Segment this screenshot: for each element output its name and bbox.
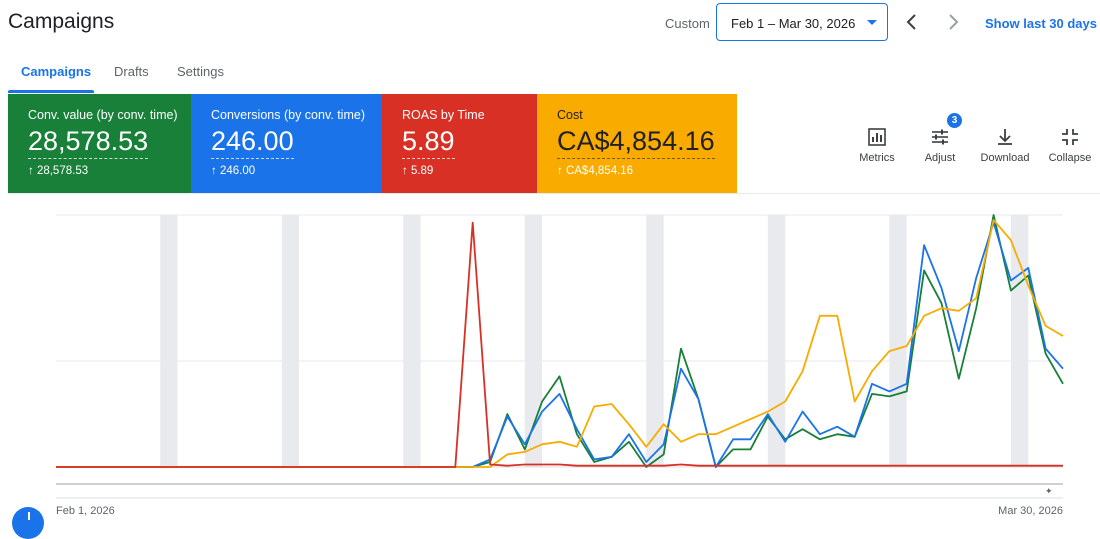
weekend-band — [646, 215, 664, 467]
page-title: Campaigns — [8, 10, 115, 33]
line-chart-svg: ✦ Feb 1, 2026 Mar 30, 2026 — [56, 214, 1064, 517]
performance-chart[interactable]: ✦ Feb 1, 2026 Mar 30, 2026 — [0, 195, 1100, 522]
collapse-button[interactable]: Collapse — [1040, 126, 1100, 164]
metrics-icon — [868, 128, 886, 146]
download-button[interactable]: Download — [975, 126, 1035, 164]
scorecard-delta: ↑ CA$4,854.16 — [557, 165, 634, 177]
previous-period-icon[interactable] — [902, 12, 922, 32]
divider — [8, 193, 1100, 194]
dropdown-caret-icon — [867, 20, 877, 25]
scorecard-label: Conversions (by conv. time) — [211, 108, 365, 122]
adjust-label: Adjust — [924, 152, 956, 164]
tune-icon — [932, 129, 948, 145]
tab-drafts[interactable]: Drafts — [114, 64, 149, 79]
metrics-button[interactable]: Metrics — [847, 126, 907, 164]
x-start-label: Feb 1, 2026 — [56, 505, 115, 517]
weekend-band — [524, 215, 543, 467]
scorecard-conversions[interactable]: Conversions (by conv. time) 246.00 ↑ 246… — [191, 94, 382, 193]
adjust-button[interactable]: Adjust — [910, 126, 970, 164]
metrics-label: Metrics — [859, 152, 895, 164]
scorecard-label: Cost — [557, 108, 583, 122]
scorecard-conv-value[interactable]: Conv. value (by conv. time) 28,578.53 ↑ … — [8, 94, 191, 193]
download-label: Download — [980, 152, 1030, 164]
tab-settings[interactable]: Settings — [177, 64, 224, 79]
date-range-picker[interactable]: Feb 1 – Mar 30, 2026 — [716, 3, 888, 41]
show-last-30-days-link[interactable]: Show last 30 days — [985, 16, 1097, 31]
collapse-icon — [1062, 129, 1078, 145]
scorecard-delta: ↑ 246.00 — [211, 165, 256, 177]
scorecard-value: 5.89 — [402, 126, 455, 159]
scorecard-value: CA$4,854.16 — [557, 126, 715, 159]
x-end-label: Mar 30, 2026 — [998, 505, 1063, 517]
date-range-value: Feb 1 – Mar 30, 2026 — [731, 16, 856, 31]
scorecard-value: 246.00 — [211, 126, 294, 159]
add-icon — [28, 512, 30, 520]
weekend-band — [889, 215, 907, 467]
tab-campaigns[interactable]: Campaigns — [21, 64, 92, 79]
scorecard-cost[interactable]: Cost CA$4,854.16 ↑ CA$4,854.16 — [537, 94, 737, 193]
active-tab-indicator — [8, 90, 94, 93]
scorecard-roas[interactable]: ROAS by Time 5.89 ↑ 5.89 — [382, 94, 537, 193]
collapse-label: Collapse — [1048, 152, 1092, 164]
adjust-count-badge: 3 — [947, 113, 962, 128]
tab-bar: Campaigns Drafts Settings — [0, 58, 1100, 94]
series-line-3[interactable] — [56, 221, 1063, 468]
scorecard-delta: ↑ 28,578.53 — [28, 165, 89, 177]
scorecard-delta: ↑ 5.89 — [402, 165, 434, 177]
next-period-icon[interactable] — [943, 12, 963, 32]
scorecard-label: Conv. value (by conv. time) — [28, 108, 178, 122]
scorecard-value: 28,578.53 — [28, 126, 149, 159]
weekend-band — [160, 215, 178, 467]
weekend-band — [1010, 215, 1029, 467]
scorecard-label: ROAS by Time — [402, 108, 485, 122]
weekend-band — [403, 215, 421, 467]
header: Campaigns Custom Feb 1 – Mar 30, 2026 Sh… — [0, 0, 1100, 48]
custom-label: Custom — [665, 16, 710, 31]
series-line-1[interactable] — [56, 221, 1064, 468]
sparkle-icon: ✦ — [1045, 487, 1053, 497]
weekend-band — [281, 215, 300, 467]
download-icon — [998, 129, 1012, 145]
